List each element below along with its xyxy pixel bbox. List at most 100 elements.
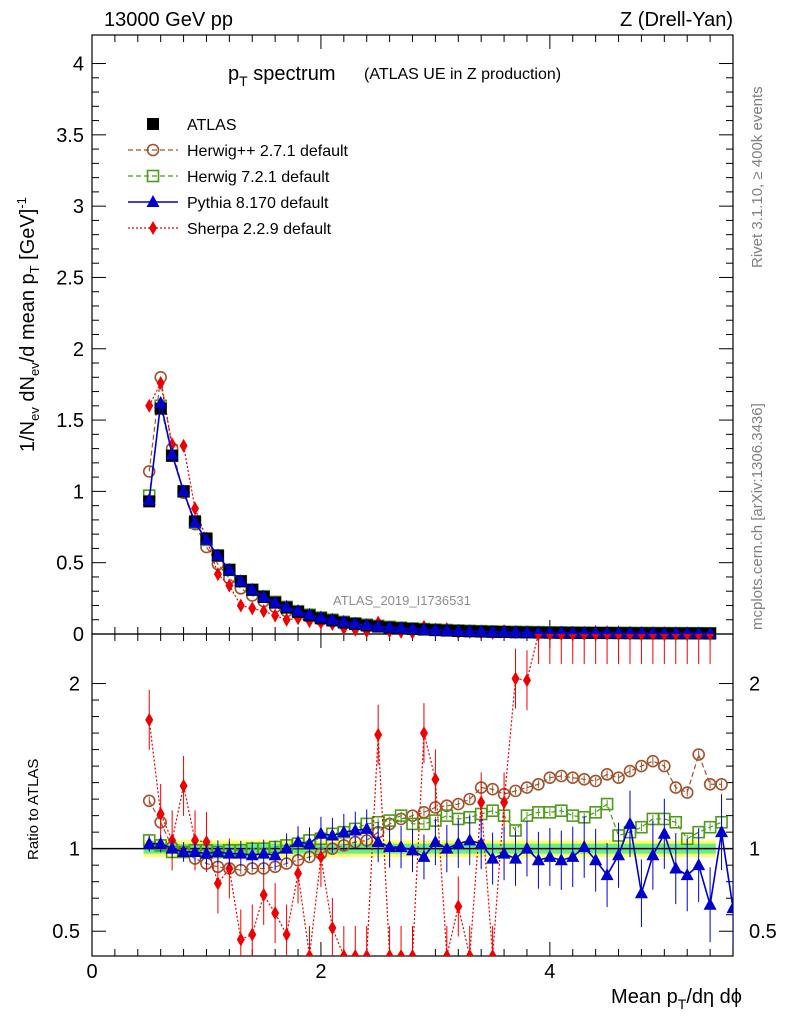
ratio-point-sherpa [683, 634, 692, 641]
ratio-point-pythia [337, 825, 351, 838]
ratio-point-pythia [302, 836, 316, 849]
ratio-point-pythia [738, 764, 751, 776]
ratio-point-pythia [726, 901, 733, 914]
legend-marker-sherpa [149, 221, 157, 235]
ratio-point-pythia [245, 848, 259, 861]
point-pythia [291, 604, 305, 617]
y-tick-label: 3.5 [56, 125, 84, 147]
ratio-point-pythia [154, 836, 168, 849]
point-pythia [257, 589, 271, 602]
legend: ATLAS Herwig++ 2.7.1 default Herwig 7.2.1 … [128, 117, 349, 238]
ratio-point-pythia [417, 849, 431, 862]
ratio-point-pythia [566, 849, 580, 862]
ratio-point-pythia [280, 841, 294, 854]
ratio-point-sherpa [568, 634, 577, 641]
legend-marker-herwigpp [146, 143, 160, 157]
ratio-point-pythia [715, 825, 729, 838]
y-tick-label: 0 [73, 624, 84, 646]
ratio-point-pythia [177, 844, 191, 857]
ratio-point-sherpa [694, 634, 703, 641]
ratio-point-pythia [623, 816, 637, 829]
point-pythia [222, 562, 236, 575]
ratio-point-pythia [268, 848, 282, 861]
point-pythia [154, 395, 168, 408]
ratio-point-sherpa [385, 949, 394, 956]
point-sherpa [191, 501, 200, 516]
x-tick-label: 4 [544, 961, 555, 983]
point-sherpa [282, 612, 291, 627]
ratio-point-pythia [761, 861, 774, 873]
ratio-point-sherpa [156, 806, 165, 821]
y-tick-label: 1.5 [56, 410, 84, 432]
ratio-point-herwigpp [532, 777, 545, 791]
ratio-point-sherpa [603, 634, 612, 641]
point-sherpa [225, 578, 234, 593]
ratio-point-sherpa [660, 634, 669, 641]
ratio-point-pythia [199, 846, 213, 859]
point-pythia [371, 619, 385, 632]
ratio-point-sherpa [648, 634, 657, 641]
point-sherpa [145, 398, 154, 413]
ratio-point-pythia [188, 844, 202, 857]
ratio-point-herwigpp [680, 786, 694, 799]
ratio-point-sherpa [477, 795, 486, 810]
point-pythia [325, 612, 339, 625]
point-pythia [337, 614, 351, 627]
ratio-point-pythia [680, 868, 694, 881]
point-pythia [348, 616, 362, 629]
ratio-point-herwigpp [692, 748, 705, 761]
process-label: Z (Drell-Yan) [620, 9, 733, 31]
ratio-point-herwigpp [520, 781, 534, 794]
ratio-point-pythia [692, 858, 706, 871]
ratio-point-sherpa [419, 726, 428, 741]
ratio-point-herwigpp [486, 782, 499, 796]
ratio-point-herwigpp [589, 774, 602, 788]
ratio-point-herwig7 [669, 815, 683, 829]
ratio-point-sherpa [282, 927, 291, 942]
ratio-point-sherpa [614, 634, 623, 641]
point-sherpa [259, 604, 268, 619]
point-pythia [314, 610, 328, 623]
ratio-point-pythia [474, 836, 488, 849]
ratio-line-sherpa [148, 634, 711, 956]
ratio-point-pythia [257, 846, 271, 859]
ratio-point-pythia [348, 823, 362, 836]
legend-label-pythia: Pythia 8.170 default [187, 195, 329, 212]
y-tick-label: 0.5 [56, 553, 84, 575]
ratio-point-sherpa [259, 887, 268, 902]
ratio-point-herwigpp [715, 777, 728, 791]
ratio-point-sherpa [706, 634, 715, 641]
point-pythia [406, 622, 419, 635]
ratio-point-pythia [669, 861, 683, 874]
ratio-point-herwigpp [451, 797, 465, 811]
mcplots-label: mcplots.cern.ch [arXiv:1306.3436] [749, 403, 766, 630]
ratio-point-pythia [600, 868, 614, 881]
point-sherpa [236, 598, 245, 613]
y-tick-label: 2 [73, 339, 84, 361]
ratio-point-sherpa [522, 673, 531, 688]
ratio-y-tick-label-right: 1 [749, 839, 760, 861]
point-herwigpp [142, 465, 156, 478]
top-series-group [142, 370, 717, 641]
point-sherpa [248, 601, 257, 616]
ratio-series-group [142, 634, 774, 956]
ratio-point-pythia [325, 828, 339, 841]
ratio-point-pythia [703, 897, 717, 910]
point-pythia [520, 625, 534, 638]
ratio-point-pythia [577, 840, 591, 853]
ratio-point-sherpa [316, 849, 325, 864]
ratio-point-pythia [428, 835, 442, 848]
svg-text:pT spectrum: pT spectrum [228, 63, 336, 89]
ratio-point-sherpa [225, 861, 234, 876]
ratio-point-herwig7 [635, 820, 648, 834]
ratio-point-sherpa [294, 866, 303, 881]
ratio-point-sherpa [454, 899, 463, 914]
ratio-point-herwigpp [635, 759, 648, 773]
ratio-point-sherpa [591, 634, 600, 641]
ratio-point-pythia [383, 840, 397, 853]
ratio-point-pythia [589, 853, 603, 866]
point-pythia [165, 447, 179, 460]
ratio-point-herwigpp [600, 768, 614, 781]
ratio-plot-frame [91, 633, 734, 957]
point-pythia [188, 515, 202, 528]
